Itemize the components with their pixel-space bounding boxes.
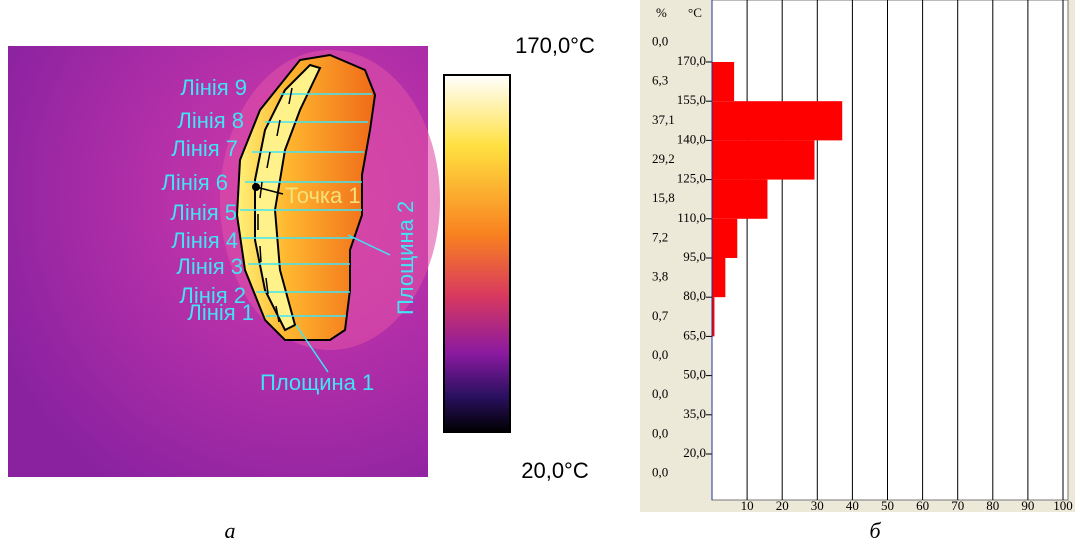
line-label: Лінія 2 bbox=[179, 283, 246, 308]
bar bbox=[712, 61, 735, 102]
y-tick-label: 20,0 bbox=[683, 445, 706, 460]
y-tick-label: 125,0 bbox=[677, 171, 706, 186]
y-tick-label: 170,0 bbox=[677, 53, 706, 68]
x-tick-label: 70 bbox=[951, 498, 964, 513]
x-tick-label: 40 bbox=[846, 498, 859, 513]
x-tick-label: 80 bbox=[986, 498, 999, 513]
line-label: Лінія 3 bbox=[176, 254, 243, 279]
colorbar-max: 170,0°C bbox=[515, 33, 595, 58]
value-label: 7,2 bbox=[652, 229, 668, 244]
y-tick-label: 65,0 bbox=[683, 327, 706, 342]
value-label: 29,2 bbox=[652, 151, 675, 166]
line-label: Лінія 4 bbox=[171, 228, 238, 253]
bar bbox=[712, 218, 738, 258]
caption: б bbox=[869, 518, 881, 543]
line-label: Лінія 5 bbox=[170, 200, 237, 225]
x-tick-label: 60 bbox=[916, 498, 929, 513]
value-label: 0,0 bbox=[652, 465, 668, 480]
area-label: Площина 1 bbox=[260, 370, 374, 395]
area-1-leader bbox=[295, 324, 329, 373]
line-label: Лінія 9 bbox=[180, 75, 247, 100]
colorbar bbox=[443, 74, 511, 433]
thermal-image: Лінія 1 Лінія 2 Лінія 3 Лінія 4 Лінія 5 … bbox=[8, 46, 440, 477]
x-tick-label: 10 bbox=[741, 498, 754, 513]
y-tick-label: 50,0 bbox=[683, 367, 706, 382]
point-marker bbox=[252, 183, 260, 191]
value-label: 0,0 bbox=[652, 347, 668, 362]
y-tick-label: 155,0 bbox=[677, 92, 706, 107]
line-label: Лінія 7 bbox=[171, 136, 238, 161]
profile-lines bbox=[240, 93, 372, 317]
x-tick-label: 90 bbox=[1021, 498, 1034, 513]
point-leader bbox=[255, 186, 284, 195]
value-label: 0,0 bbox=[652, 386, 668, 401]
dashed-axis bbox=[257, 87, 293, 323]
value-label: 0,0 bbox=[652, 33, 668, 48]
area-2-leader bbox=[347, 234, 391, 256]
x-tick-label: 20 bbox=[776, 498, 789, 513]
y-tick-label: 110,0 bbox=[677, 210, 706, 225]
value-label: 0,0 bbox=[652, 425, 668, 440]
line-label: Лінія 8 bbox=[177, 108, 244, 133]
bar bbox=[712, 297, 715, 337]
area-label: Площина 2 bbox=[393, 201, 418, 315]
x-tick-label: 30 bbox=[811, 498, 824, 513]
y-tick-label: 95,0 bbox=[683, 249, 706, 264]
y-tick-label: 80,0 bbox=[683, 288, 706, 303]
bar bbox=[712, 101, 843, 141]
line-label: Лінія 6 bbox=[161, 170, 228, 195]
value-label: 37,1 bbox=[652, 112, 675, 127]
y-tick-label: 35,0 bbox=[683, 406, 706, 421]
bar bbox=[712, 140, 815, 180]
bin-header: °C bbox=[688, 5, 702, 20]
colorbar-min: 20,0°C bbox=[521, 458, 589, 483]
y-tick-label: 140,0 bbox=[677, 131, 706, 146]
value-header: % bbox=[656, 5, 667, 20]
value-label: 0,7 bbox=[652, 308, 669, 323]
line-label: Лінія 1 bbox=[187, 300, 254, 325]
bar bbox=[712, 257, 726, 298]
histogram: % °C 10 20 30 40 50 60 70 80 90 100 20,0 35,0 50,0 65… bbox=[640, 0, 1075, 513]
bar bbox=[712, 179, 768, 219]
value-label: 3,8 bbox=[652, 269, 668, 284]
x-tick-label: 50 bbox=[881, 498, 894, 513]
value-label: 15,8 bbox=[652, 190, 675, 205]
value-label: 6,3 bbox=[652, 73, 668, 88]
plot-area bbox=[711, 0, 1069, 501]
x-tick-label: 100 bbox=[1053, 498, 1073, 513]
caption: а bbox=[225, 518, 236, 543]
point-label: Точка 1 bbox=[285, 183, 361, 208]
